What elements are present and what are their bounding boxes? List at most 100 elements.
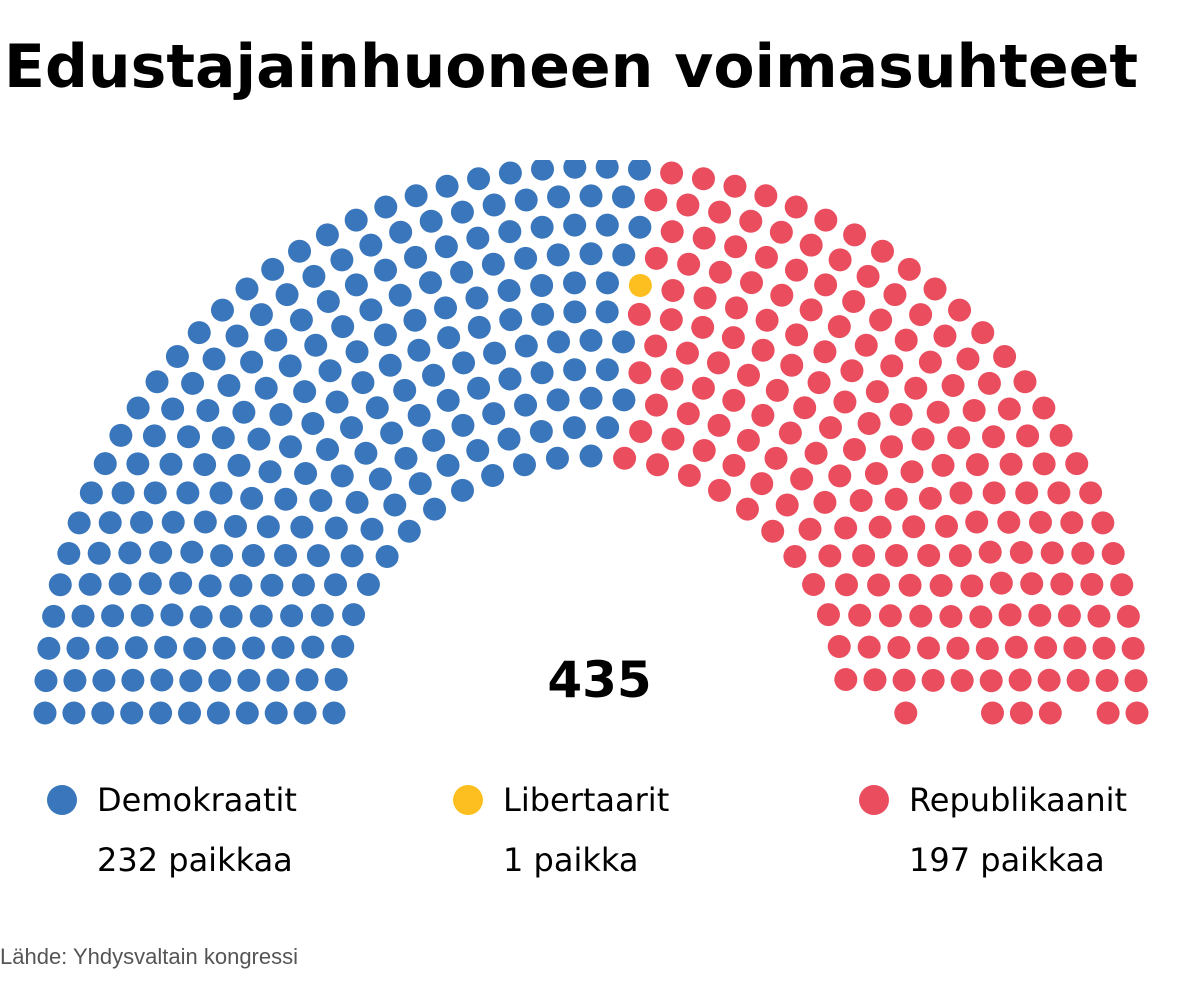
- seat-democrats: [450, 260, 474, 284]
- seat-republicans: [887, 636, 911, 660]
- seat-republicans: [708, 478, 731, 502]
- seat-democrats: [130, 510, 154, 534]
- seat-republicans: [735, 497, 759, 521]
- seat-democrats: [271, 636, 295, 660]
- seat-democrats: [227, 453, 251, 477]
- seat-democrats: [612, 243, 636, 267]
- seat-republicans: [956, 347, 980, 371]
- seat-republicans: [676, 193, 700, 217]
- seat-democrats: [211, 426, 235, 450]
- seat-republicans: [867, 573, 891, 597]
- seat-republicans: [834, 573, 858, 597]
- seat-democrats: [187, 321, 211, 345]
- seat-democrats: [579, 328, 603, 352]
- seat-democrats: [154, 635, 178, 659]
- seat-republicans: [691, 167, 715, 191]
- seat-democrats: [375, 545, 399, 569]
- seat-democrats: [531, 160, 555, 181]
- seat-democrats: [315, 223, 339, 247]
- seat-republicans: [1066, 668, 1090, 692]
- seat-republicans: [785, 323, 809, 347]
- seat-republicans: [1121, 636, 1145, 660]
- seat-democrats: [126, 452, 150, 476]
- seat-democrats: [434, 235, 458, 259]
- seat-democrats: [235, 701, 259, 725]
- seat-republicans: [693, 286, 717, 310]
- seat-republicans: [661, 278, 685, 302]
- seat-republicans: [785, 258, 808, 282]
- seat-democrats: [93, 452, 117, 476]
- seat-democrats: [242, 636, 266, 660]
- seat-democrats: [450, 200, 474, 224]
- seat-republicans: [947, 426, 971, 450]
- seat-democrats: [547, 185, 571, 209]
- seat-republicans: [979, 669, 1003, 693]
- seat-republicans: [1038, 701, 1062, 725]
- seat-democrats: [324, 516, 348, 540]
- seat-democrats: [293, 380, 317, 404]
- seat-democrats: [483, 341, 507, 365]
- seat-republicans: [644, 246, 668, 270]
- seat-democrats: [354, 441, 378, 465]
- seat-republicans: [962, 398, 986, 422]
- legend-swatch-democrats: [47, 785, 77, 815]
- seat-democrats: [196, 398, 220, 422]
- seat-democrats: [202, 347, 226, 371]
- seat-republicans: [880, 354, 904, 378]
- seat-democrats: [33, 701, 57, 725]
- seat-democrats: [514, 393, 538, 417]
- seat-republicans: [948, 298, 972, 322]
- seat-democrats: [378, 353, 402, 377]
- seat-democrats: [596, 416, 620, 440]
- seat-democrats: [611, 185, 635, 209]
- seat-republicans: [834, 667, 858, 691]
- seat-democrats: [240, 486, 264, 510]
- seat-republicans: [660, 367, 684, 391]
- seat-democrats: [451, 478, 474, 502]
- seat-republicans: [931, 453, 955, 477]
- seat-democrats: [130, 603, 154, 627]
- seat-democrats: [365, 396, 389, 420]
- seat-democrats: [62, 701, 86, 725]
- seat-republicans: [628, 361, 652, 385]
- seat-republicans: [1032, 452, 1056, 476]
- seat-republicans: [691, 376, 715, 400]
- seat-republicans: [869, 308, 893, 332]
- seat-republicans: [644, 334, 668, 358]
- seat-democrats: [120, 701, 144, 725]
- seat-republicans: [761, 519, 785, 543]
- seat-democrats: [92, 668, 116, 692]
- seat-republicans: [965, 510, 989, 534]
- seat-republicans: [900, 460, 924, 484]
- seat-republicans: [708, 200, 732, 224]
- seat-democrats: [579, 242, 603, 266]
- seat-republicans: [883, 283, 907, 307]
- seat-democrats: [330, 248, 354, 272]
- seat-republicans: [707, 413, 731, 437]
- seat-republicans: [724, 296, 748, 320]
- seat-democrats: [546, 243, 570, 267]
- seat-republicans: [1071, 541, 1095, 565]
- seat-republicans: [813, 340, 837, 364]
- seat-republicans: [724, 235, 748, 259]
- seat-democrats: [368, 467, 392, 491]
- seat-democrats: [177, 425, 201, 449]
- seat-republicans: [857, 635, 881, 659]
- seat-republicans: [1060, 511, 1084, 535]
- seat-democrats: [498, 161, 522, 185]
- seat-republicans: [802, 573, 826, 596]
- seat-democrats: [318, 359, 342, 383]
- seat-democrats: [229, 574, 253, 598]
- seat-republicans: [971, 321, 995, 345]
- seat-republicans: [897, 257, 921, 281]
- seat-democrats: [66, 636, 90, 660]
- seat-republicans: [1028, 603, 1052, 627]
- seat-democrats: [374, 195, 398, 219]
- seat-republicans: [933, 324, 957, 348]
- seat-democrats: [467, 167, 491, 191]
- seat-democrats: [264, 701, 288, 725]
- seat-republicans: [870, 239, 894, 263]
- seat-democrats: [611, 330, 635, 354]
- seat-republicans: [857, 411, 881, 435]
- seat-republicans: [764, 446, 788, 470]
